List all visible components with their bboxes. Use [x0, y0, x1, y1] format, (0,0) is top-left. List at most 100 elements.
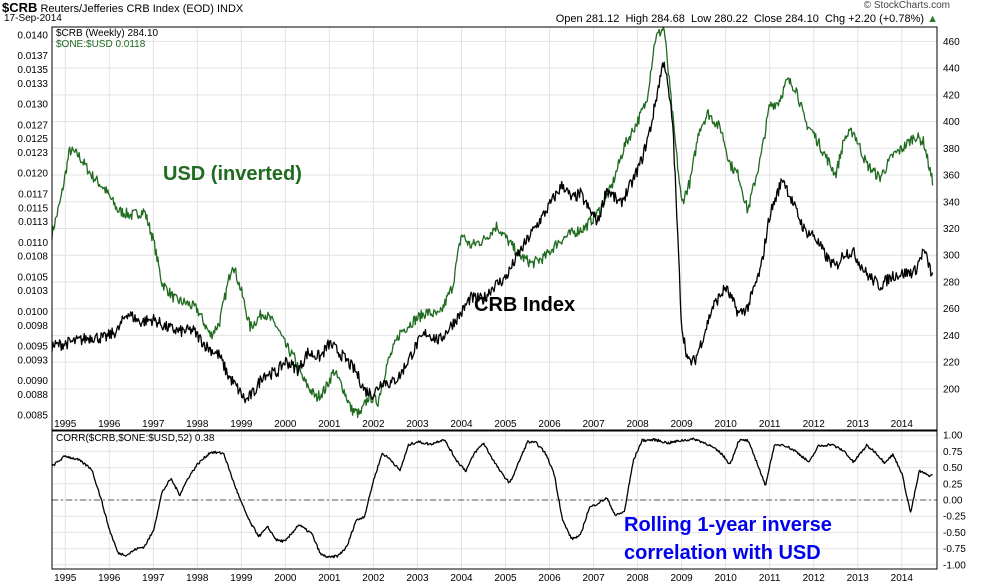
x-tick-label: 2006	[538, 419, 561, 430]
right-y-tick-label: -0.25	[943, 512, 966, 523]
bottom-panel-grid	[52, 432, 937, 568]
x-tick-label: 1997	[142, 419, 165, 430]
right-y-tick-label: 420	[943, 90, 960, 101]
left-y-tick-label: 0.0110	[18, 238, 48, 249]
x-tick-label: 2010	[715, 573, 738, 584]
x-tick-label: 2014	[891, 573, 914, 584]
x-tick-label: 2006	[538, 573, 561, 584]
x-tick-label: 2013	[847, 419, 870, 430]
bottom-panel-frame	[51, 430, 938, 570]
right-y-tick-label: 1.00	[943, 431, 963, 442]
right-y-tick-label: -0.50	[943, 528, 966, 539]
up-arrow-icon: ▲	[927, 13, 938, 25]
left-y-tick-label: 0.0113	[18, 217, 48, 228]
x-tick-label: 2011	[759, 573, 781, 584]
right-y-tick-label: 0.50	[943, 463, 963, 474]
x-tick-label: 2008	[626, 419, 649, 430]
left-y-tick-label: 0.0088	[17, 390, 48, 401]
left-y-tick-label: 0.0140	[17, 30, 48, 41]
stockcharts-credit: © StockCharts.com	[863, 0, 950, 11]
right-y-tick-label: 200	[943, 384, 960, 395]
x-tick-label: 2005	[494, 573, 517, 584]
x-tick-label: 2009	[671, 419, 694, 430]
left-y-tick-label: 0.0100	[17, 307, 48, 318]
open-label: Open	[555, 13, 583, 25]
x-tick-label: 2012	[803, 573, 826, 584]
right-y-tick-label: -0.75	[943, 544, 966, 555]
left-y-tick-label: 0.0093	[17, 355, 48, 366]
right-y-tick-label: 260	[943, 304, 960, 315]
usd-line	[51, 26, 934, 419]
x-tick-label: 2004	[450, 419, 473, 430]
right-y-tick-label: 280	[943, 277, 960, 288]
crb-line	[51, 61, 934, 404]
right-y-tick-label: 0.25	[943, 479, 963, 490]
legend-corr: CORR($CRB,$ONE:$USD,52) 0.38	[56, 433, 214, 444]
legend-usd: $ONE:$USD 0.0118	[56, 39, 145, 50]
left-y-tick-label: 0.0137	[17, 51, 48, 62]
bottom-panel-series	[51, 437, 933, 559]
low-label: Low	[690, 13, 712, 25]
open-value: 281.12	[585, 13, 620, 25]
change-label: Chg	[824, 13, 846, 25]
x-tick-label: 1995	[54, 419, 77, 430]
x-tick-label: 2009	[671, 573, 694, 584]
x-tick-label: 2003	[406, 419, 429, 430]
x-tick-label: 2014	[891, 419, 914, 430]
index-name: Reuters/Jefferies CRB Index (EOD)	[40, 3, 214, 15]
right-y-tick-label: 460	[943, 37, 960, 48]
low-value: 280.22	[714, 13, 748, 25]
axis-labels: 1995 1995 1996 1996 1997 1997 1998 1998 1999 1999…	[17, 30, 966, 584]
close-value: 284.10	[785, 13, 819, 25]
left-y-tick-label: 0.0120	[17, 169, 48, 180]
left-y-tick-label: 0.0085	[17, 411, 48, 422]
right-y-tick-label: -1.00	[943, 560, 966, 571]
x-tick-label: 2001	[318, 419, 341, 430]
x-tick-label: 1996	[98, 419, 121, 430]
x-tick-label: 1997	[142, 573, 165, 584]
x-tick-label: 2005	[494, 419, 517, 430]
left-y-tick-label: 0.0115	[18, 203, 48, 214]
right-y-tick-label: 380	[943, 144, 960, 155]
x-tick-label: 2007	[582, 419, 605, 430]
change-value: +2.20 (+0.78%)	[848, 13, 925, 25]
x-tick-label: 2004	[450, 573, 473, 584]
right-y-tick-label: 0.75	[943, 447, 963, 458]
x-tick-label: 2000	[274, 573, 297, 584]
left-y-tick-label: 0.0108	[17, 252, 48, 263]
left-y-tick-label: 0.0130	[17, 100, 48, 111]
right-y-tick-label: 360	[943, 171, 960, 182]
symbol-label: $CRB	[2, 0, 38, 15]
exchange-label: INDX	[216, 3, 244, 15]
high-label: High	[625, 13, 649, 25]
x-tick-label: 2011	[759, 419, 781, 430]
left-y-tick-label: 0.0095	[17, 342, 48, 353]
right-y-tick-label: 440	[943, 64, 960, 75]
left-y-tick-label: 0.0090	[17, 376, 48, 387]
annotation-correlation: Rolling 1-year inverse correlation with …	[624, 511, 832, 567]
x-tick-label: 2010	[715, 419, 738, 430]
close-label: Close	[753, 13, 783, 25]
chart-date: 17-Sep-2014	[4, 13, 62, 24]
right-y-tick-label: 340	[943, 197, 960, 208]
correlation-line	[51, 437, 933, 559]
legend-corr-label: CORR($CRB,$ONE:$USD,52) 0.38	[56, 433, 215, 444]
left-y-tick-label: 0.0103	[17, 286, 48, 297]
left-y-tick-label: 0.0098	[17, 321, 48, 332]
legend-crb-label: $CRB (Weekly) 284.10	[56, 28, 159, 39]
annotation-correlation-line2: correlation with USD	[624, 542, 821, 564]
x-tick-label: 2013	[847, 573, 870, 584]
top-panel-grid	[52, 28, 937, 429]
legend-usd-label: $ONE:$USD 0.0118	[56, 39, 146, 50]
x-tick-label: 2007	[582, 573, 605, 584]
chart-title: $CRB Reuters/Jefferies CRB Index (EOD) I…	[2, 0, 243, 15]
legend-crb: $CRB (Weekly) 284.10	[56, 28, 158, 39]
x-tick-label: 1999	[230, 573, 253, 584]
annotation-usd-inverted: USD (inverted)	[163, 163, 302, 185]
left-y-tick-label: 0.0117	[18, 189, 48, 200]
top-panel-frame	[51, 26, 938, 431]
top-panel-series	[51, 26, 934, 419]
left-y-tick-label: 0.0133	[17, 79, 48, 90]
right-y-tick-label: 220	[943, 358, 960, 369]
